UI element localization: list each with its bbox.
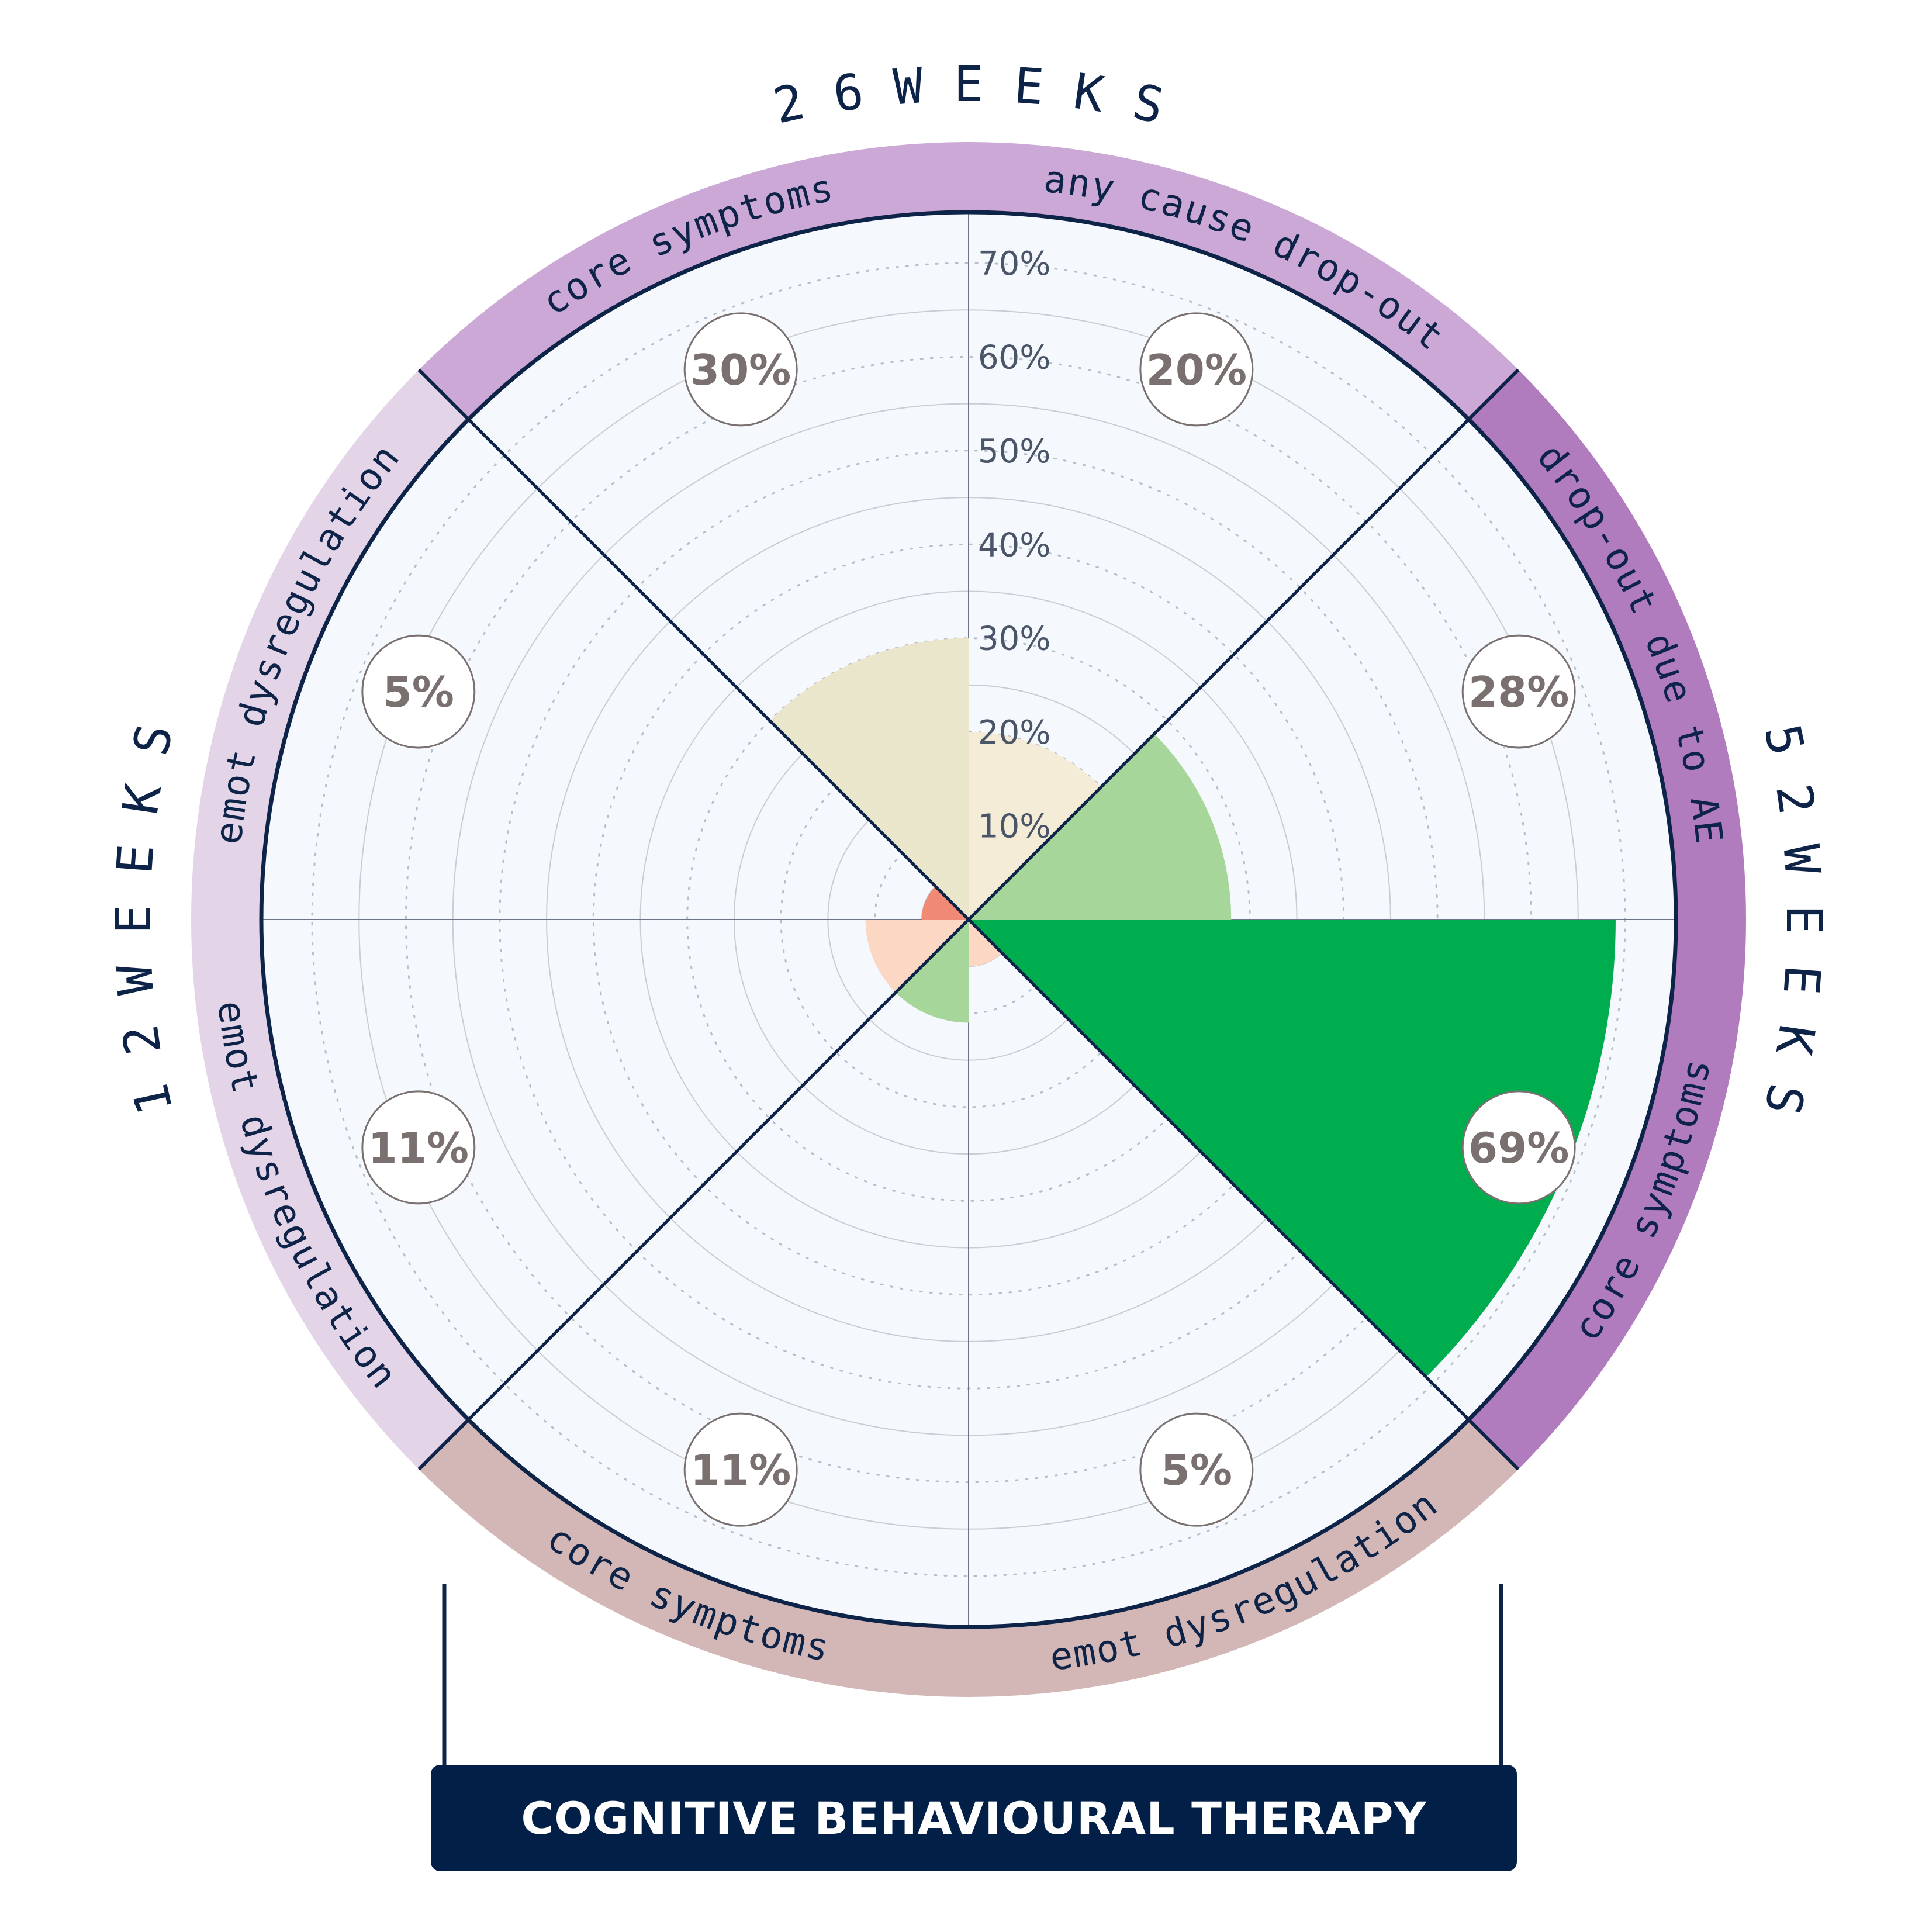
value-badges: 5% 11% 30% 20% 28% 69% 5% 11% [361,312,1576,1527]
tick-label: 60% [978,338,1050,376]
ring-band-divider [1467,1418,1520,1471]
ring-band-7 [969,142,1519,420]
ring-band-2 [191,920,469,1470]
ring-band-1 [191,369,469,920]
ring-band-divider [417,368,470,421]
sector-12w-emot-dysregulation [865,920,969,993]
ring-band-divider [417,1418,470,1471]
sector-52w-emot-dysregulation [969,734,1232,920]
value-label: 30% [690,345,791,395]
tick-label: 20% [978,714,1050,752]
ring-band-0 [419,142,969,420]
sector-26w-emot-dysregulation [769,638,969,920]
sector-52w-core-symptoms [969,920,1616,1377]
sector-12w-core-symptoms [921,886,969,920]
value-label: 28% [1468,668,1569,717]
ring-band-divider [1467,368,1520,421]
therapy-bracket [442,1584,1503,1765]
value-badge [1139,1412,1254,1527]
therapy-title: COGNITIVE BEHAVIOURAL THERAPY [521,1792,1427,1844]
plot-border [259,210,1678,1629]
value-badge [361,634,476,749]
value-label: 5% [383,668,454,717]
ring-band-6 [1468,369,1746,920]
value-badge [1139,312,1254,427]
tick-label: 40% [978,526,1050,564]
bracket-lines [442,1584,1503,1765]
value-badge [361,1090,476,1205]
radial-tick-labels: 10% 20% 30% 40% 50% 60% 70% [978,245,1050,846]
sector-divider [467,418,1470,1421]
tick-label: 70% [978,245,1050,283]
value-badge [1461,634,1576,749]
sector--any-cause-drop-out [896,920,969,1023]
value-label: 5% [1161,1446,1232,1495]
outer-ring-bands [191,142,1746,1697]
period-label-right: 5 2 W E E K S [1753,719,1833,1119]
data-sectors [769,638,1616,1377]
sector-divider-lines [259,210,1678,1629]
period-label-text: 1 2 W E E K S [105,719,184,1119]
period-label-text: 5 2 W E E K S [1753,719,1833,1119]
value-label: 11% [690,1446,791,1495]
tick-label: 10% [978,808,1050,846]
period-label-left: 1 2 W E E K S [105,719,184,1119]
tick-label: 50% [978,433,1050,471]
sector-26w-core-symptoms [969,732,1101,920]
period-label-top: 2 6 W E E K S [768,56,1169,135]
therapy-title-box: COGNITIVE BEHAVIOURAL THERAPY [431,1765,1517,1871]
ring-band-5 [1468,920,1746,1470]
value-label: 69% [1468,1124,1569,1173]
value-badge [1461,1090,1576,1205]
value-label: 20% [1146,345,1247,395]
sector--drop-out-due-to-AE [969,920,1002,967]
ring-band-3 [419,1419,969,1697]
ring-band-4 [969,1419,1519,1697]
value-badge [683,1412,798,1527]
tick-label: 30% [978,620,1050,658]
value-label: 11% [368,1124,469,1173]
period-label-text: 2 6 W E E K S [768,56,1169,135]
value-badge [683,312,798,427]
